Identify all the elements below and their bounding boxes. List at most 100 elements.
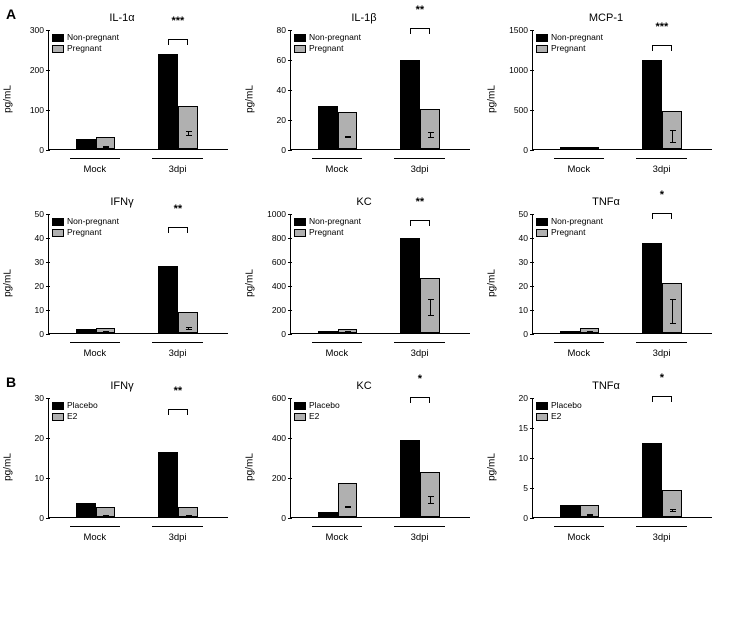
error-bar bbox=[347, 136, 348, 139]
y-tick: 600 bbox=[272, 393, 286, 403]
error-bar bbox=[347, 506, 348, 508]
condition-underline bbox=[70, 342, 120, 343]
bar bbox=[318, 512, 338, 517]
legend: Non-pregnantPregnant bbox=[52, 216, 119, 238]
error-bar bbox=[652, 251, 653, 279]
condition-underline bbox=[554, 526, 604, 527]
x-labels: Mock3dpi bbox=[532, 334, 712, 372]
error-bar bbox=[410, 447, 411, 487]
legend-swatch bbox=[536, 45, 548, 53]
condition-label: Mock bbox=[325, 164, 348, 175]
bar bbox=[96, 137, 116, 149]
y-ticks: 050010001500 bbox=[494, 30, 532, 150]
y-tick: 80 bbox=[277, 25, 286, 35]
bar bbox=[96, 328, 116, 333]
error-bar bbox=[672, 299, 673, 324]
bar bbox=[338, 483, 358, 517]
significance-label: *** bbox=[171, 15, 184, 27]
condition-underline bbox=[394, 342, 444, 343]
error-bar bbox=[652, 80, 653, 87]
legend-swatch bbox=[52, 413, 64, 421]
y-tick: 10 bbox=[35, 473, 44, 483]
figure: A IL-1αpg/mL0100200300***Non-pregnantPre… bbox=[10, 10, 724, 556]
condition-label: 3dpi bbox=[653, 164, 671, 175]
y-tick: 1000 bbox=[267, 209, 286, 219]
x-labels: Mock3dpi bbox=[532, 150, 712, 188]
chart-tnf-b: TNFαpg/mL05101520*PlaceboE2Mock3dpi bbox=[494, 378, 718, 556]
significance-label: ** bbox=[174, 385, 183, 397]
legend-swatch bbox=[52, 218, 64, 226]
condition-label: 3dpi bbox=[169, 348, 187, 359]
significance-label: * bbox=[418, 373, 422, 385]
legend-row: Pregnant bbox=[536, 227, 603, 238]
significance-label: ** bbox=[416, 196, 425, 208]
y-tick: 0 bbox=[39, 513, 44, 523]
bar bbox=[76, 139, 96, 149]
error-bar bbox=[672, 130, 673, 143]
legend-row: Placebo bbox=[536, 400, 582, 411]
significance-label: *** bbox=[655, 21, 668, 33]
legend-swatch bbox=[294, 34, 306, 42]
error-bar bbox=[86, 514, 87, 515]
legend-row: Pregnant bbox=[52, 227, 119, 238]
legend-row: Non-pregnant bbox=[52, 216, 119, 227]
y-tick: 10 bbox=[519, 305, 528, 315]
legend-swatch bbox=[294, 229, 306, 237]
y-tick: 60 bbox=[277, 55, 286, 65]
bar bbox=[158, 452, 178, 517]
y-tick: 500 bbox=[514, 105, 528, 115]
condition-label: Mock bbox=[83, 164, 106, 175]
chart-title: IFNγ bbox=[10, 380, 234, 392]
condition-underline bbox=[636, 342, 686, 343]
error-bar bbox=[168, 280, 169, 311]
legend-row: Non-pregnant bbox=[536, 32, 603, 43]
legend-label: Placebo bbox=[67, 400, 98, 411]
error-bar bbox=[188, 131, 189, 136]
legend-swatch bbox=[294, 402, 306, 410]
chart-kc-a: KCpg/mL02004006008001000**Non-pregnantPr… bbox=[252, 194, 476, 372]
error-bar bbox=[105, 515, 106, 516]
legend-row: Non-pregnant bbox=[294, 32, 361, 43]
legend-label: Pregnant bbox=[309, 43, 344, 54]
chart-title: KC bbox=[252, 380, 476, 392]
legend-label: Non-pregnant bbox=[309, 32, 361, 43]
legend-row: Non-pregnant bbox=[536, 216, 603, 227]
y-tick: 0 bbox=[523, 145, 528, 155]
condition-underline bbox=[70, 526, 120, 527]
legend-label: Pregnant bbox=[67, 43, 102, 54]
bar bbox=[178, 106, 198, 149]
condition-label: Mock bbox=[83, 532, 106, 543]
row-b: B IFNγpg/mL0102030**PlaceboE2Mock3dpi KC… bbox=[10, 378, 724, 556]
significance-bracket bbox=[652, 45, 672, 51]
y-tick: 40 bbox=[35, 233, 44, 243]
legend: Non-pregnantPregnant bbox=[536, 216, 603, 238]
y-tick: 40 bbox=[277, 85, 286, 95]
condition-label: 3dpi bbox=[653, 532, 671, 543]
legend-label: Pregnant bbox=[551, 43, 586, 54]
bar bbox=[642, 443, 662, 517]
legend-label: Pregnant bbox=[67, 227, 102, 238]
chart-title: IL-1β bbox=[252, 12, 476, 24]
x-labels: Mock3dpi bbox=[532, 518, 712, 556]
bar bbox=[158, 266, 178, 333]
bar bbox=[76, 329, 96, 333]
bar bbox=[580, 328, 600, 333]
legend-label: E2 bbox=[309, 411, 319, 422]
bar bbox=[400, 440, 420, 517]
y-ticks: 02004006008001000 bbox=[252, 214, 290, 334]
legend-row: E2 bbox=[52, 411, 98, 422]
y-tick: 20 bbox=[35, 433, 44, 443]
y-tick: 0 bbox=[281, 513, 286, 523]
bar bbox=[96, 507, 116, 517]
chart-title: TNFα bbox=[494, 196, 718, 208]
condition-label: Mock bbox=[325, 348, 348, 359]
y-tick: 10 bbox=[519, 453, 528, 463]
legend-row: Pregnant bbox=[294, 43, 361, 54]
y-tick: 15 bbox=[519, 423, 528, 433]
significance-label: * bbox=[660, 372, 664, 384]
bar bbox=[420, 278, 440, 333]
y-tick: 50 bbox=[35, 209, 44, 219]
y-tick: 1000 bbox=[509, 65, 528, 75]
bar bbox=[178, 507, 198, 517]
condition-underline bbox=[554, 342, 604, 343]
